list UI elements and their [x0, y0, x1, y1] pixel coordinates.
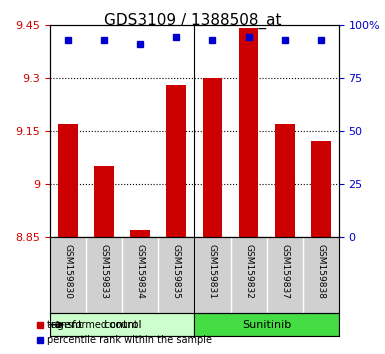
Bar	[94, 166, 114, 237]
Text: Sunitinib: Sunitinib	[242, 320, 291, 330]
Text: GSM159831: GSM159831	[208, 244, 217, 299]
FancyBboxPatch shape	[194, 313, 339, 336]
Text: agent: agent	[51, 320, 83, 330]
Text: GSM159833: GSM159833	[100, 244, 109, 299]
Bar	[203, 78, 223, 237]
Text: GSM159835: GSM159835	[172, 244, 181, 299]
Bar	[166, 85, 186, 237]
Bar	[275, 124, 295, 237]
FancyBboxPatch shape	[50, 313, 194, 336]
Bar	[311, 141, 331, 237]
Text: GSM159837: GSM159837	[280, 244, 289, 299]
Text: GSM159834: GSM159834	[136, 244, 145, 299]
Legend: transformed count, percentile rank within the sample: transformed count, percentile rank withi…	[32, 316, 216, 349]
Bar	[239, 28, 258, 237]
Text: GSM159832: GSM159832	[244, 244, 253, 299]
Text: GSM159838: GSM159838	[316, 244, 325, 299]
Bar	[58, 124, 78, 237]
Text: control: control	[103, 320, 142, 330]
Text: GSM159830: GSM159830	[64, 244, 73, 299]
Text: GDS3109 / 1388508_at: GDS3109 / 1388508_at	[104, 12, 281, 29]
Bar	[131, 230, 150, 237]
